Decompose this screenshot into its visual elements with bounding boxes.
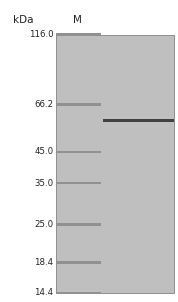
Text: M: M [73,14,82,25]
Text: 14.4: 14.4 [34,288,53,297]
Text: 25.0: 25.0 [34,220,53,229]
Text: 45.0: 45.0 [34,147,53,156]
Text: 116.0: 116.0 [29,30,53,39]
Text: kDa: kDa [13,14,33,25]
Text: 18.4: 18.4 [34,258,53,267]
Text: 35.0: 35.0 [34,178,53,188]
Text: 66.2: 66.2 [34,100,53,109]
